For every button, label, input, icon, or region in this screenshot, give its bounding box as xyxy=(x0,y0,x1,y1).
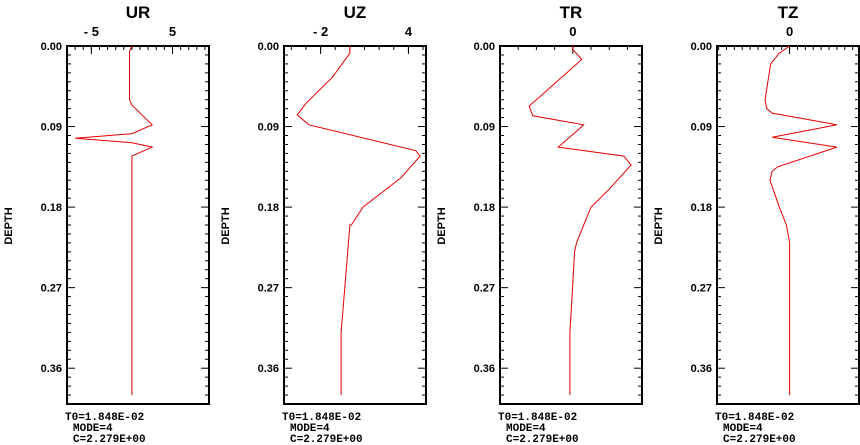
y-tick-label: 0.00 xyxy=(691,41,712,53)
t0-label: T0=1.848E-02 xyxy=(65,412,144,424)
series-line xyxy=(764,45,838,396)
panel-title: TR xyxy=(560,3,583,22)
y-axis-label: DEPTH xyxy=(653,207,665,244)
series-line xyxy=(75,45,154,396)
phase-velocity-label: C=2.279E+00 xyxy=(723,434,796,445)
y-tick-label: 0.00 xyxy=(41,41,62,53)
x-tick-label: 5 xyxy=(169,24,176,39)
mode-label: MODE=4 xyxy=(506,423,546,435)
t0-label: T0=1.848E-02 xyxy=(282,412,361,424)
y-tick-label: 0.09 xyxy=(474,122,495,134)
panel-tr: TR DEPTH 0.00 0.09 0.18 0.27 0.36 0 T0=1.848E-02… xyxy=(436,3,643,445)
t0-label: T0=1.848E-02 xyxy=(715,412,794,424)
mode-label: MODE=4 xyxy=(73,423,113,435)
y-tick-label: 0.27 xyxy=(691,283,712,295)
y-axis-label: DEPTH xyxy=(3,207,15,244)
phase-velocity-label: C=2.279E+00 xyxy=(506,434,579,445)
y-tick-label: 0.36 xyxy=(258,363,279,375)
x-tick-label: 0 xyxy=(786,24,793,39)
panel-title: TZ xyxy=(778,3,799,22)
y-tick-label: 0.00 xyxy=(474,41,495,53)
x-tick-label: 0 xyxy=(569,24,576,39)
plot-frame xyxy=(499,45,643,405)
y-tick-label: 0.36 xyxy=(691,363,712,375)
y-tick-label: 0.36 xyxy=(41,363,62,375)
panel-uz: UZ DEPTH 0.00 0.09 0.18 0.27 0.36 - 2 4 T0=1.848E… xyxy=(220,3,427,445)
x-tick-label: 4 xyxy=(405,24,413,39)
panel-title: UR xyxy=(126,3,151,22)
y-axis-label: DEPTH xyxy=(220,207,232,244)
y-tick-label: 0.18 xyxy=(258,202,279,214)
y-tick-label: 0.00 xyxy=(258,41,279,53)
y-tick-label: 0.18 xyxy=(41,202,62,214)
y-axis-label: DEPTH xyxy=(436,207,448,244)
y-tick-label: 0.18 xyxy=(474,202,495,214)
panel-tz: TZ DEPTH 0.00 0.09 0.18 0.27 0.36 0 T0=1.848E-02… xyxy=(653,3,860,445)
plot-frame xyxy=(66,45,210,405)
y-tick-label: 0.27 xyxy=(474,283,495,295)
mode-label: MODE=4 xyxy=(723,423,763,435)
y-tick-label: 0.27 xyxy=(258,283,279,295)
y-tick-label: 0.36 xyxy=(474,363,495,375)
panel-title: UZ xyxy=(344,3,367,22)
plot-frame xyxy=(283,45,427,405)
x-tick-label: - 5 xyxy=(84,24,99,39)
y-tick-label: 0.09 xyxy=(691,122,712,134)
phase-velocity-label: C=2.279E+00 xyxy=(73,434,146,445)
t0-label: T0=1.848E-02 xyxy=(498,412,577,424)
phase-velocity-label: C=2.279E+00 xyxy=(290,434,363,445)
series-line xyxy=(528,46,632,396)
panel-ur: UR DEPTH 0.00 0.09 0.18 0.27 0.36 - 5 5 T0=1.848E… xyxy=(3,3,210,445)
mode-label: MODE=4 xyxy=(290,423,330,435)
x-tick-label: - 2 xyxy=(313,24,328,39)
plot-frame xyxy=(716,45,860,405)
series-line xyxy=(296,46,421,396)
y-tick-label: 0.09 xyxy=(41,122,62,134)
y-tick-label: 0.27 xyxy=(41,283,62,295)
y-tick-label: 0.09 xyxy=(258,122,279,134)
y-tick-label: 0.18 xyxy=(691,202,712,214)
